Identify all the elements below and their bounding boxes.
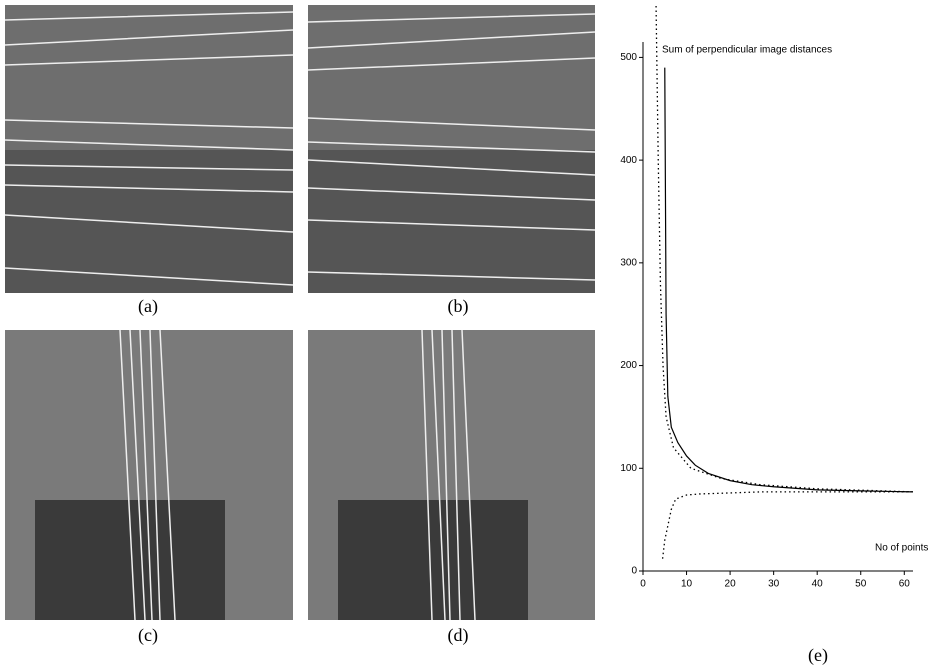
photo-a xyxy=(5,5,293,293)
panel-label: (e) xyxy=(808,645,828,666)
y-tick-label: 100 xyxy=(620,463,637,474)
x-tick-label: 60 xyxy=(899,579,911,590)
y-tick-label: 0 xyxy=(631,566,637,577)
panel-label: (d) xyxy=(448,625,469,646)
curve xyxy=(665,68,913,492)
y-tick-label: 200 xyxy=(620,360,637,371)
photo-d xyxy=(308,330,595,620)
panel-label: (b) xyxy=(448,296,469,317)
curve xyxy=(656,6,913,492)
x-tick-label: 10 xyxy=(681,579,693,590)
x-tick-label: 30 xyxy=(768,579,780,590)
y-tick-label: 300 xyxy=(620,257,637,268)
photo-b xyxy=(308,5,595,293)
annotation: Sum of perpendicular image distances xyxy=(662,45,832,56)
y-tick-label: 400 xyxy=(620,155,637,166)
panel-label: (a) xyxy=(138,296,158,317)
y-tick-label: 500 xyxy=(620,52,637,63)
x-tick-label: 0 xyxy=(640,579,646,590)
annotation: No of points xyxy=(875,543,928,554)
panel-label: (c) xyxy=(138,625,158,646)
figure: (a) (b) (c) (d) (e) Sum of perpendicular… xyxy=(0,0,943,667)
x-tick-label: 40 xyxy=(812,579,824,590)
x-tick-label: 50 xyxy=(855,579,867,590)
x-tick-label: 20 xyxy=(725,579,737,590)
photo-c xyxy=(5,330,293,620)
